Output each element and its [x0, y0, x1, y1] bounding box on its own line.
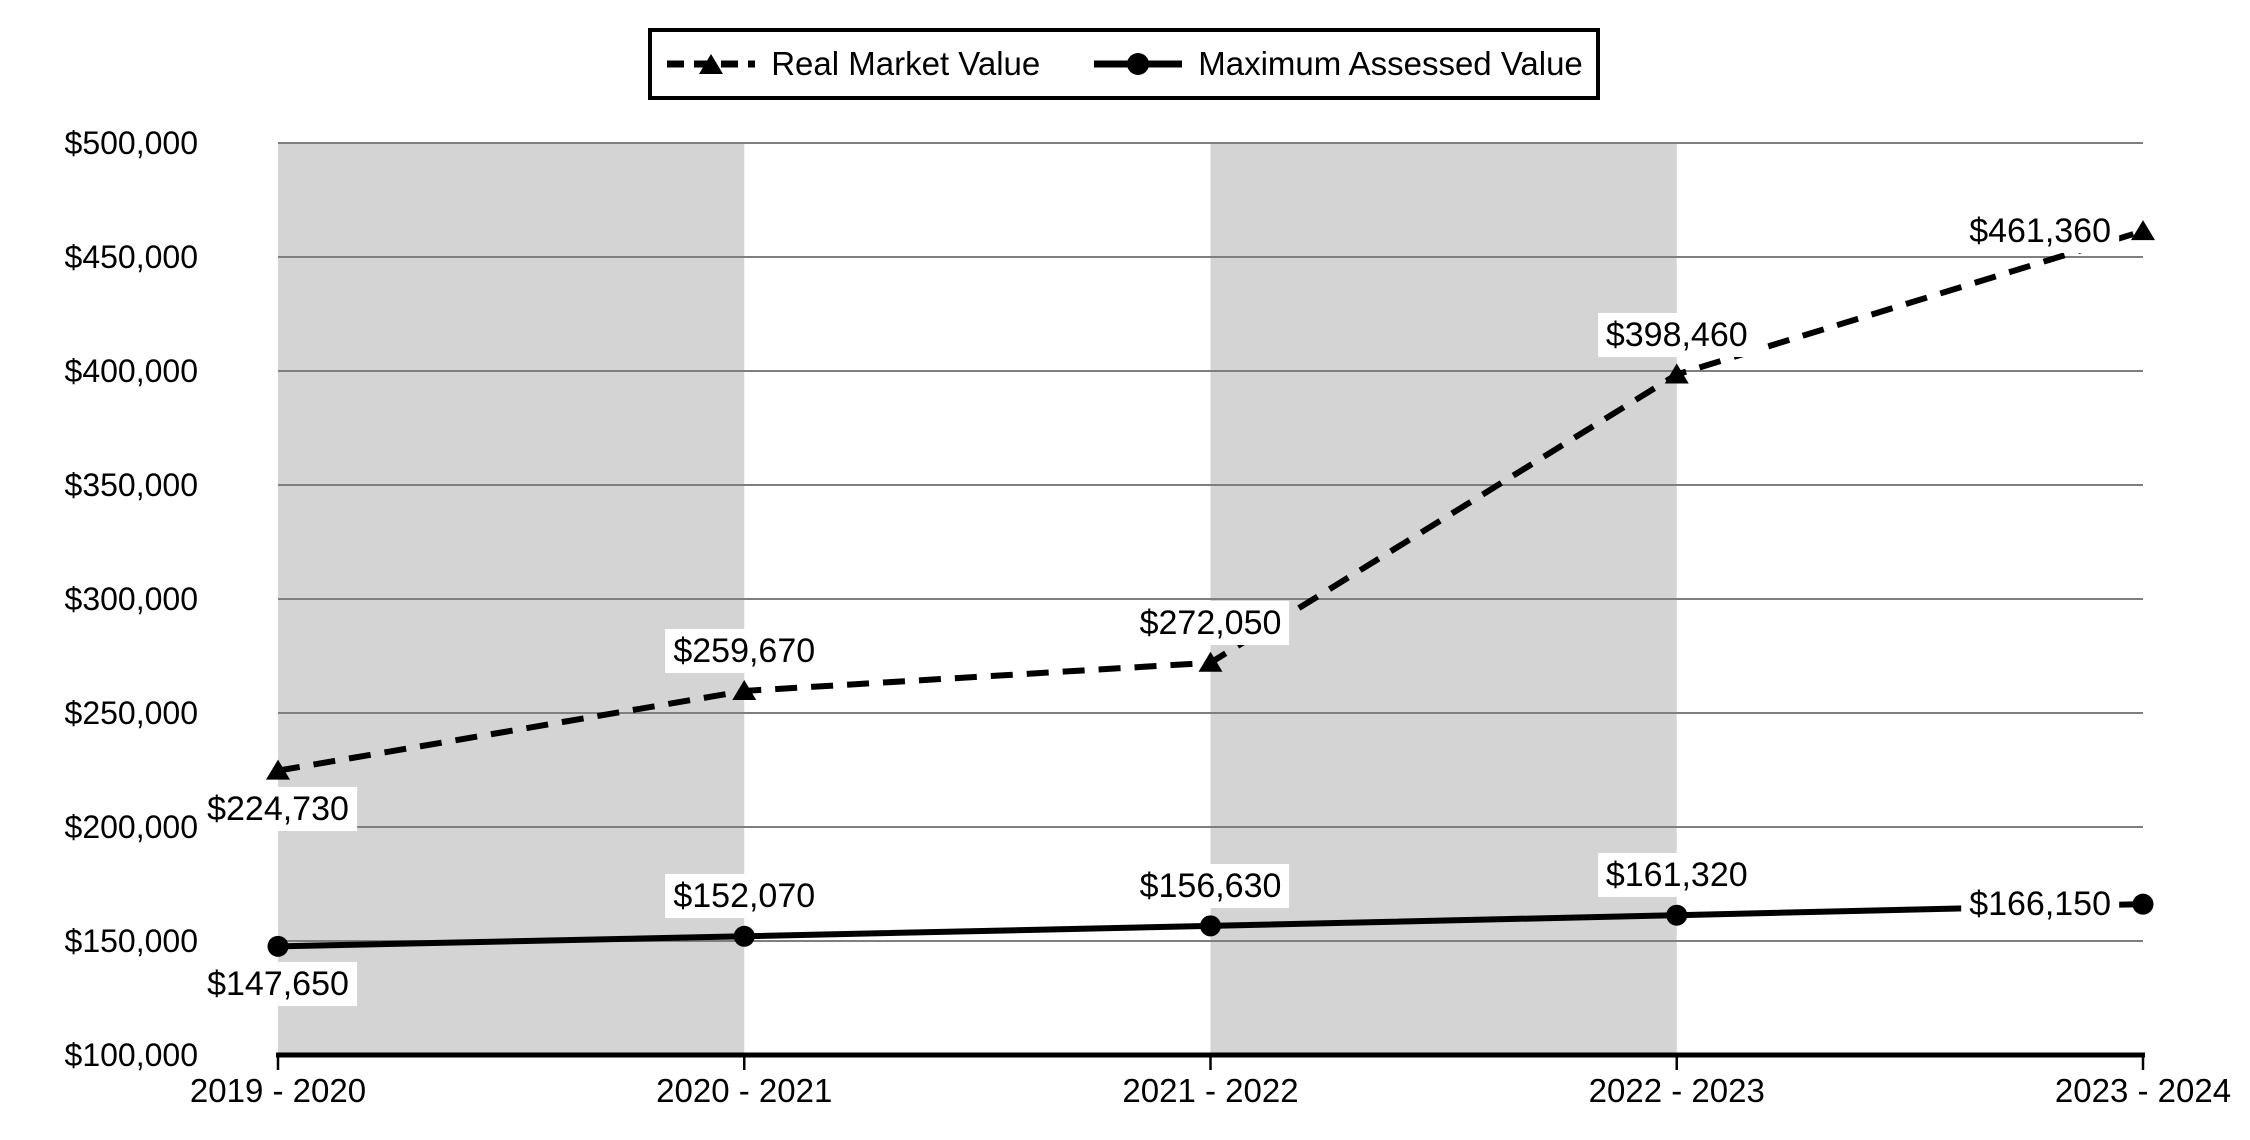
y-axis-tick-label: $250,000 — [64, 695, 198, 731]
y-axis-tick-label: $150,000 — [64, 923, 198, 959]
triangle-marker — [1664, 363, 1689, 384]
data-label: $398,460 — [1597, 312, 1756, 357]
circle-marker — [267, 935, 289, 957]
circle-marker — [2132, 893, 2154, 915]
x-axis-category-label: 2023 - 2024 — [2054, 1072, 2232, 1109]
x-axis-category-label: 2020 - 2021 — [656, 1072, 833, 1109]
x-axis-category-label: 2019 - 2020 — [189, 1072, 367, 1109]
data-label: $147,650 — [199, 962, 357, 1007]
y-axis-tick-label: $350,000 — [64, 467, 198, 503]
data-label: $259,670 — [665, 628, 824, 673]
data-label: $461,360 — [1961, 209, 2119, 254]
x-axis-category-label: 2021 - 2022 — [1122, 1072, 1299, 1109]
data-label: $224,730 — [199, 786, 357, 831]
solid-line-circle-marker-icon — [1094, 53, 1183, 75]
legend-label-maximum-assessed-value: Maximum Assessed Value — [1198, 45, 1583, 82]
circle-marker — [1666, 904, 1688, 926]
y-axis-tick-label: $100,000 — [64, 1037, 198, 1073]
legend-item-maximum-assessed-value: Maximum Assessed Value — [1092, 45, 1583, 83]
x-axis-category-label: 2022 - 2023 — [1588, 1072, 1765, 1109]
circle-marker — [1200, 915, 1221, 937]
y-axis-tick-label: $200,000 — [64, 809, 198, 845]
dashed-line-triangle-marker-icon — [667, 54, 756, 74]
triangle-marker — [266, 759, 290, 780]
triangle-marker — [1198, 651, 1223, 672]
legend-label-real-market-value: Real Market Value — [771, 45, 1041, 82]
legend-item-real-market-value: Real Market Value — [665, 45, 1040, 83]
data-label: $166,150 — [1961, 882, 2119, 927]
data-label: $161,320 — [1597, 853, 1756, 898]
y-axis-tick-label: $300,000 — [64, 581, 198, 617]
data-label: $156,630 — [1131, 863, 1290, 908]
triangle-marker — [2131, 220, 2155, 241]
y-axis-tick-label: $500,000 — [64, 125, 198, 161]
data-label: $272,050 — [1131, 600, 1290, 645]
data-label: $152,070 — [665, 874, 824, 919]
legend: Real Market Value Maximum Assessed Value — [648, 28, 1600, 100]
circle-marker — [733, 925, 755, 947]
y-axis-tick-label: $450,000 — [64, 239, 198, 275]
y-axis-tick-label: $400,000 — [64, 353, 198, 389]
triangle-marker — [732, 679, 757, 700]
